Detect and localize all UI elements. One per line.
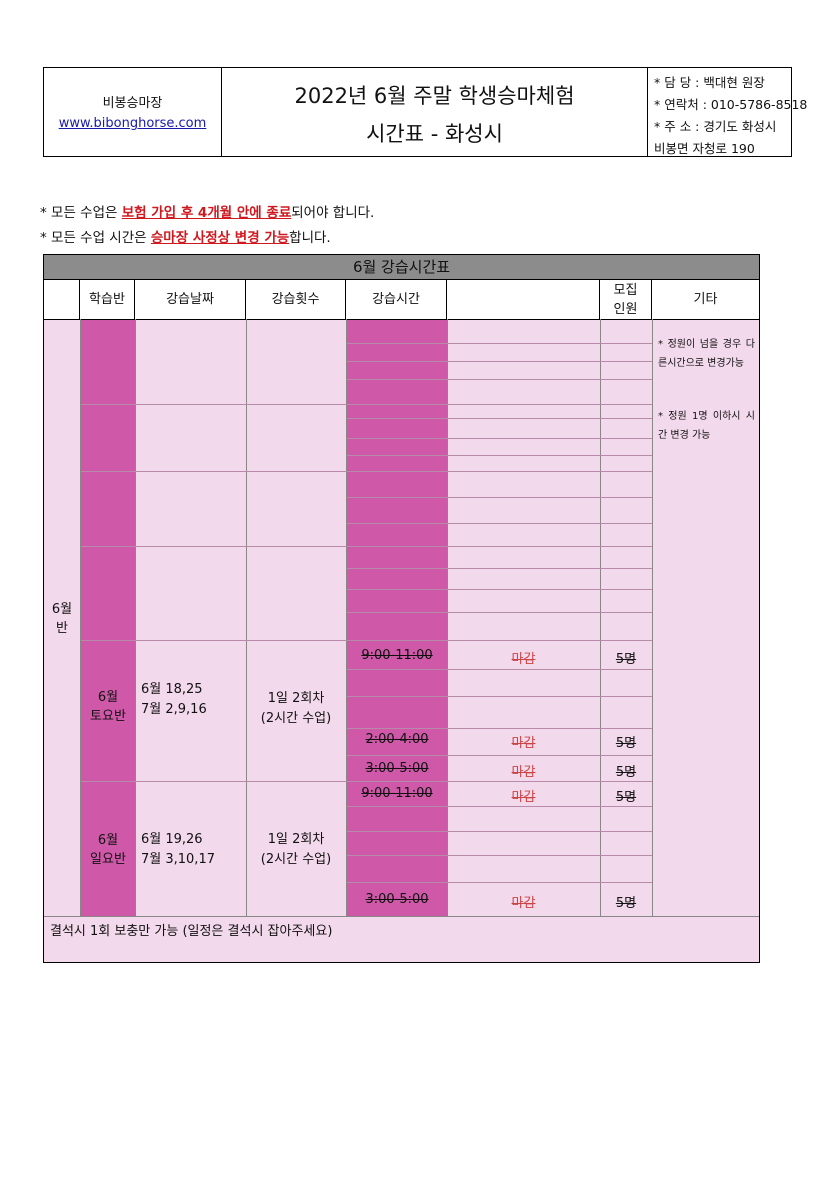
saturday-slot-2-people: 5명 <box>615 736 637 751</box>
sunday-slot-2-time: 3:00-5:00 <box>365 892 429 907</box>
header-date: 강습날짜 <box>135 280 246 319</box>
grid-group-3 <box>81 546 347 547</box>
grid-v1 <box>80 319 81 916</box>
header-time: 강습시간 <box>346 280 447 319</box>
header-month <box>44 280 80 319</box>
note-2-highlight: 승마장 사정상 변경 가능 <box>150 230 290 246</box>
header-count: 강습횟수 <box>246 280 346 319</box>
etc-note-1: * 정원이 넘을 경우 다른시간으로 변경가능 <box>658 339 755 369</box>
grid-slot <box>347 589 652 590</box>
sunday-count: 1일 2회차 (2시간 수업) <box>260 832 332 867</box>
header-blank <box>447 280 600 319</box>
header-class: 학습반 <box>80 280 135 319</box>
note-1-highlight: 보험 가입 후 4개월 안에 종료 <box>121 205 292 221</box>
grid-slot <box>347 831 652 832</box>
sunday-slot-2-status: 마감 <box>511 896 536 911</box>
title-cell: 2022년 6월 주말 학생승마체험 시간표 - 화성시 <box>222 68 648 156</box>
header-box: 비봉승마장 www.bibonghorse.com 2022년 6월 주말 학생… <box>43 67 807 157</box>
saturday-slot-3-people: 5명 <box>615 765 637 780</box>
etc-note-2: * 정원 1명 이하시 시간 변경 가능 <box>658 411 755 441</box>
contact-address: * 주 소 : 경기도 화성시 <box>654 119 777 134</box>
note-2-tail: 합니다. <box>289 230 331 246</box>
brand-name: 비봉승마장 <box>102 96 163 111</box>
grid-slot <box>347 438 652 439</box>
title-line-1: 2022년 6월 주말 학생승마체험 <box>294 84 575 108</box>
table-title: 6월 강습시간표 <box>44 255 759 280</box>
grid-slot <box>347 497 652 498</box>
note-insurance: * 모든 수업은 보험 가입 후 4개월 안에 종료되어야 합니다. <box>40 201 374 221</box>
contact-address-2: 비봉면 자청로 190 <box>654 141 755 156</box>
grid-group-4 <box>81 640 347 641</box>
saturday-slot-1-status: 마감 <box>511 652 536 667</box>
contact-phone: * 연락처 : 010-5786-8518 <box>654 97 808 112</box>
saturday-class-label: 6월 토요반 <box>90 690 126 724</box>
grid-group-2 <box>81 471 347 472</box>
time-column-fill <box>347 320 447 916</box>
grid-v6 <box>600 319 601 916</box>
grid-v3 <box>246 319 247 916</box>
grid-v4 <box>346 319 347 916</box>
grid-slot <box>347 781 652 782</box>
grid-slot <box>347 343 652 344</box>
grid-slot <box>347 523 652 524</box>
grid-slot <box>347 806 652 807</box>
class-column-fill <box>81 320 135 916</box>
grid-v2 <box>135 319 136 916</box>
saturday-dates: 6월 18,25 7월 2,9,16 <box>141 682 207 717</box>
saturday-slot-3-time: 3:00-5:00 <box>365 761 429 776</box>
saturday-slot-3-status: 마감 <box>511 765 536 780</box>
title-line-2: 시간표 - 화성시 <box>366 122 503 146</box>
grid-slot <box>347 379 652 380</box>
saturday-slot-2-time: 2:00-4:00 <box>365 732 429 747</box>
grid-slot <box>347 612 652 613</box>
table-header-row: 학습반 강습날짜 강습횟수 강습시간 모집 인원 기타 <box>44 280 759 320</box>
grid-slot <box>347 855 652 856</box>
saturday-slot-1-people: 5명 <box>615 652 637 667</box>
contact-manager: * 담 당 : 백대현 원장 <box>654 75 765 90</box>
timetable: 6월 강습시간표 학습반 강습날짜 강습횟수 강습시간 모집 인원 기타 <box>43 254 760 963</box>
grid-v7 <box>652 319 653 916</box>
grid-slot <box>347 404 652 405</box>
grid-slot <box>347 882 652 883</box>
sunday-slot-2-people: 5명 <box>615 896 637 911</box>
grid-slot <box>347 546 652 547</box>
note-schedule-change: * 모든 수업 시간은 승마장 사정상 변경 가능합니다. <box>40 226 331 246</box>
sunday-dates: 6월 19,26 7월 3,10,17 <box>141 832 215 867</box>
header-recruit: 모집 인원 <box>600 280 652 319</box>
header-etc: 기타 <box>693 292 718 307</box>
grid-slot <box>347 455 652 456</box>
grid-v5 <box>447 319 448 916</box>
grid-slot <box>347 755 652 756</box>
saturday-count: 1일 2회차 (2시간 수업) <box>260 691 332 726</box>
grid-slot <box>347 728 652 729</box>
saturday-slot-1-time: 9:00-11:00 <box>361 648 433 663</box>
grid-slot <box>347 696 652 697</box>
grid-slot <box>347 669 652 670</box>
grid-slot <box>347 471 652 472</box>
table-footer-note: 결석시 1회 보충만 가능 (일정은 결석시 잡아주세요) <box>50 924 333 939</box>
sunday-class-label: 6월 일요반 <box>90 833 126 867</box>
grid-slot <box>347 640 652 641</box>
sunday-slot-1-time: 9:00-11:00 <box>361 786 433 801</box>
grid-group-1 <box>81 404 347 405</box>
saturday-slot-2-status: 마감 <box>511 736 536 751</box>
grid-slot <box>347 568 652 569</box>
grid-slot <box>347 361 652 362</box>
sunday-slot-1-people: 5명 <box>615 790 637 805</box>
footer-divider <box>44 916 759 917</box>
grid-group-5 <box>81 781 347 782</box>
note-1-tail: 되어야 합니다. <box>291 205 375 221</box>
note-2-text: * 모든 수업 시간은 <box>40 230 151 246</box>
website-link[interactable]: www.bibonghorse.com <box>58 116 207 131</box>
month-label: 6월 반 <box>51 602 73 636</box>
note-1-text: * 모든 수업은 <box>40 205 122 221</box>
grid-slot <box>347 418 652 419</box>
brand-cell: 비봉승마장 www.bibonghorse.com <box>44 68 222 156</box>
contact-cell: * 담 당 : 백대현 원장 * 연락처 : 010-5786-8518 * 주… <box>648 68 807 156</box>
sunday-slot-1-status: 마감 <box>511 790 536 805</box>
